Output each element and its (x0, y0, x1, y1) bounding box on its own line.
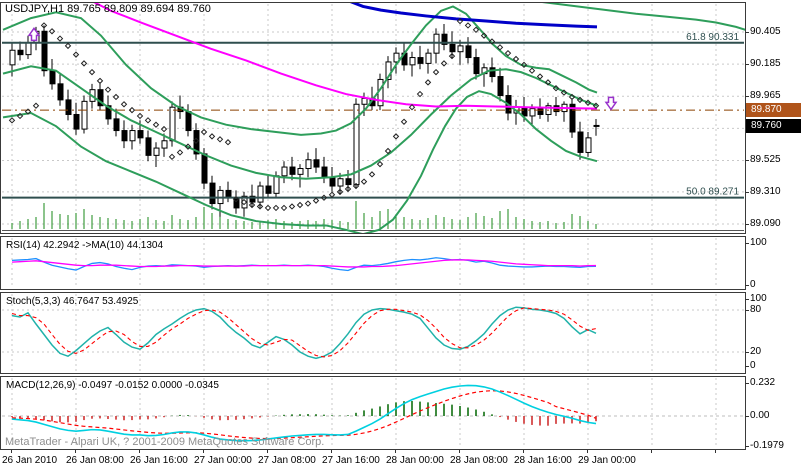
price-axis-label: 89.090 (750, 218, 781, 229)
alert-price-badge: 89.870 (746, 103, 801, 117)
rsi-axis-label: 100 (750, 237, 767, 248)
axis-tick (745, 446, 749, 447)
macd-label: MACD(12,26,9) -0.0497 -0.0152 0.0000 -0.… (6, 380, 219, 391)
time-axis-label: 29 Jan 00:00 (578, 455, 636, 466)
time-tick (523, 450, 524, 453)
axis-tick (745, 160, 749, 161)
axis-tick (745, 352, 749, 353)
axis-tick (745, 310, 749, 311)
macd-panel: MACD(12,26,9) -0.0497 -0.0152 0.0000 -0.… (0, 376, 746, 450)
axis-tick (745, 416, 749, 417)
chart-title: USDJPY,H1 89.765 89.809 89.694 89.760 (5, 3, 211, 15)
macd-axis-label: -0.1979 (750, 440, 784, 451)
axis-tick (745, 192, 749, 193)
time-tick (715, 450, 716, 453)
time-axis-label: 28 Jan 16:00 (514, 455, 572, 466)
time-axis-label: 27 Jan 08:00 (258, 455, 316, 466)
time-tick (587, 450, 588, 453)
time-tick (395, 450, 396, 453)
rsi-axis-label: 0 (750, 279, 756, 290)
time-axis-label: 26 Jan 2010 (2, 455, 58, 466)
price-axis-label: 90.185 (750, 58, 781, 69)
price-axis-label: 90.405 (750, 26, 781, 37)
axis-tick (745, 224, 749, 225)
time-axis-label: 26 Jan 16:00 (130, 455, 188, 466)
time-tick (11, 450, 12, 453)
macd-axis-label: 0.232 (750, 377, 776, 388)
platform-watermark: MetaTrader - Alpari UK, ? 2001-2009 Meta… (5, 436, 325, 448)
axis-tick (745, 366, 749, 367)
stochastic-label: Stoch(5,3,3) 46.7647 53.4925 (6, 296, 139, 307)
axis-tick (745, 299, 749, 300)
price-axis-label: 89.310 (750, 186, 781, 197)
macd-axis-label: 0.00 (750, 410, 770, 421)
stoch-axis-label: 0 (750, 360, 756, 371)
stochastic-canvas[interactable] (1, 293, 745, 373)
up-signal-arrow-icon (27, 27, 41, 42)
rsi-panel: RSI(14) 42.2942 ->MA(10) 44.1304 (0, 236, 746, 290)
time-axis-label: 26 Jan 08:00 (66, 455, 124, 466)
fib-level-label: 61.8 90.331 (686, 32, 739, 43)
time-axis: 26 Jan 2010 26 Jan 08:00 26 Jan 16:00 27 Ja… (0, 450, 801, 469)
fib-level-label: 50.0 89.271 (686, 187, 739, 198)
rsi-label: RSI(14) 42.2942 ->MA(10) 44.1304 (6, 240, 164, 251)
axis-tick (745, 96, 749, 97)
main-price-panel: 61.8 90.331 50.0 89.271 (0, 2, 746, 234)
axis-tick (745, 64, 749, 65)
stoch-axis-label: 100 (750, 293, 767, 304)
time-tick (267, 450, 268, 453)
stochastic-panel: Stoch(5,3,3) 46.7647 53.4925 (0, 292, 746, 374)
price-chart-canvas[interactable]: 61.8 90.331 50.0 89.271 (1, 3, 745, 233)
down-signal-arrow-icon (604, 96, 618, 111)
macd-canvas[interactable] (1, 377, 745, 449)
time-tick (75, 450, 76, 453)
rsi-canvas[interactable] (1, 237, 745, 289)
stoch-axis-label: 20 (750, 346, 762, 357)
time-axis-label: 27 Jan 16:00 (322, 455, 380, 466)
time-tick (331, 450, 332, 453)
axis-tick (745, 285, 749, 286)
time-tick (651, 450, 652, 453)
time-tick (139, 450, 140, 453)
price-axis-label: 89.525 (750, 154, 781, 165)
axis-tick (745, 243, 749, 244)
time-tick (203, 450, 204, 453)
time-axis-label: 28 Jan 00:00 (386, 455, 444, 466)
stoch-axis-label: 80 (750, 304, 762, 315)
axis-tick (745, 383, 749, 384)
price-axis-label: 89.965 (750, 90, 781, 101)
time-axis-label: 28 Jan 08:00 (450, 455, 508, 466)
time-tick (459, 450, 460, 453)
axis-tick (745, 32, 749, 33)
last-price-badge: 89.760 (746, 119, 801, 133)
time-axis-label: 27 Jan 00:00 (194, 455, 252, 466)
